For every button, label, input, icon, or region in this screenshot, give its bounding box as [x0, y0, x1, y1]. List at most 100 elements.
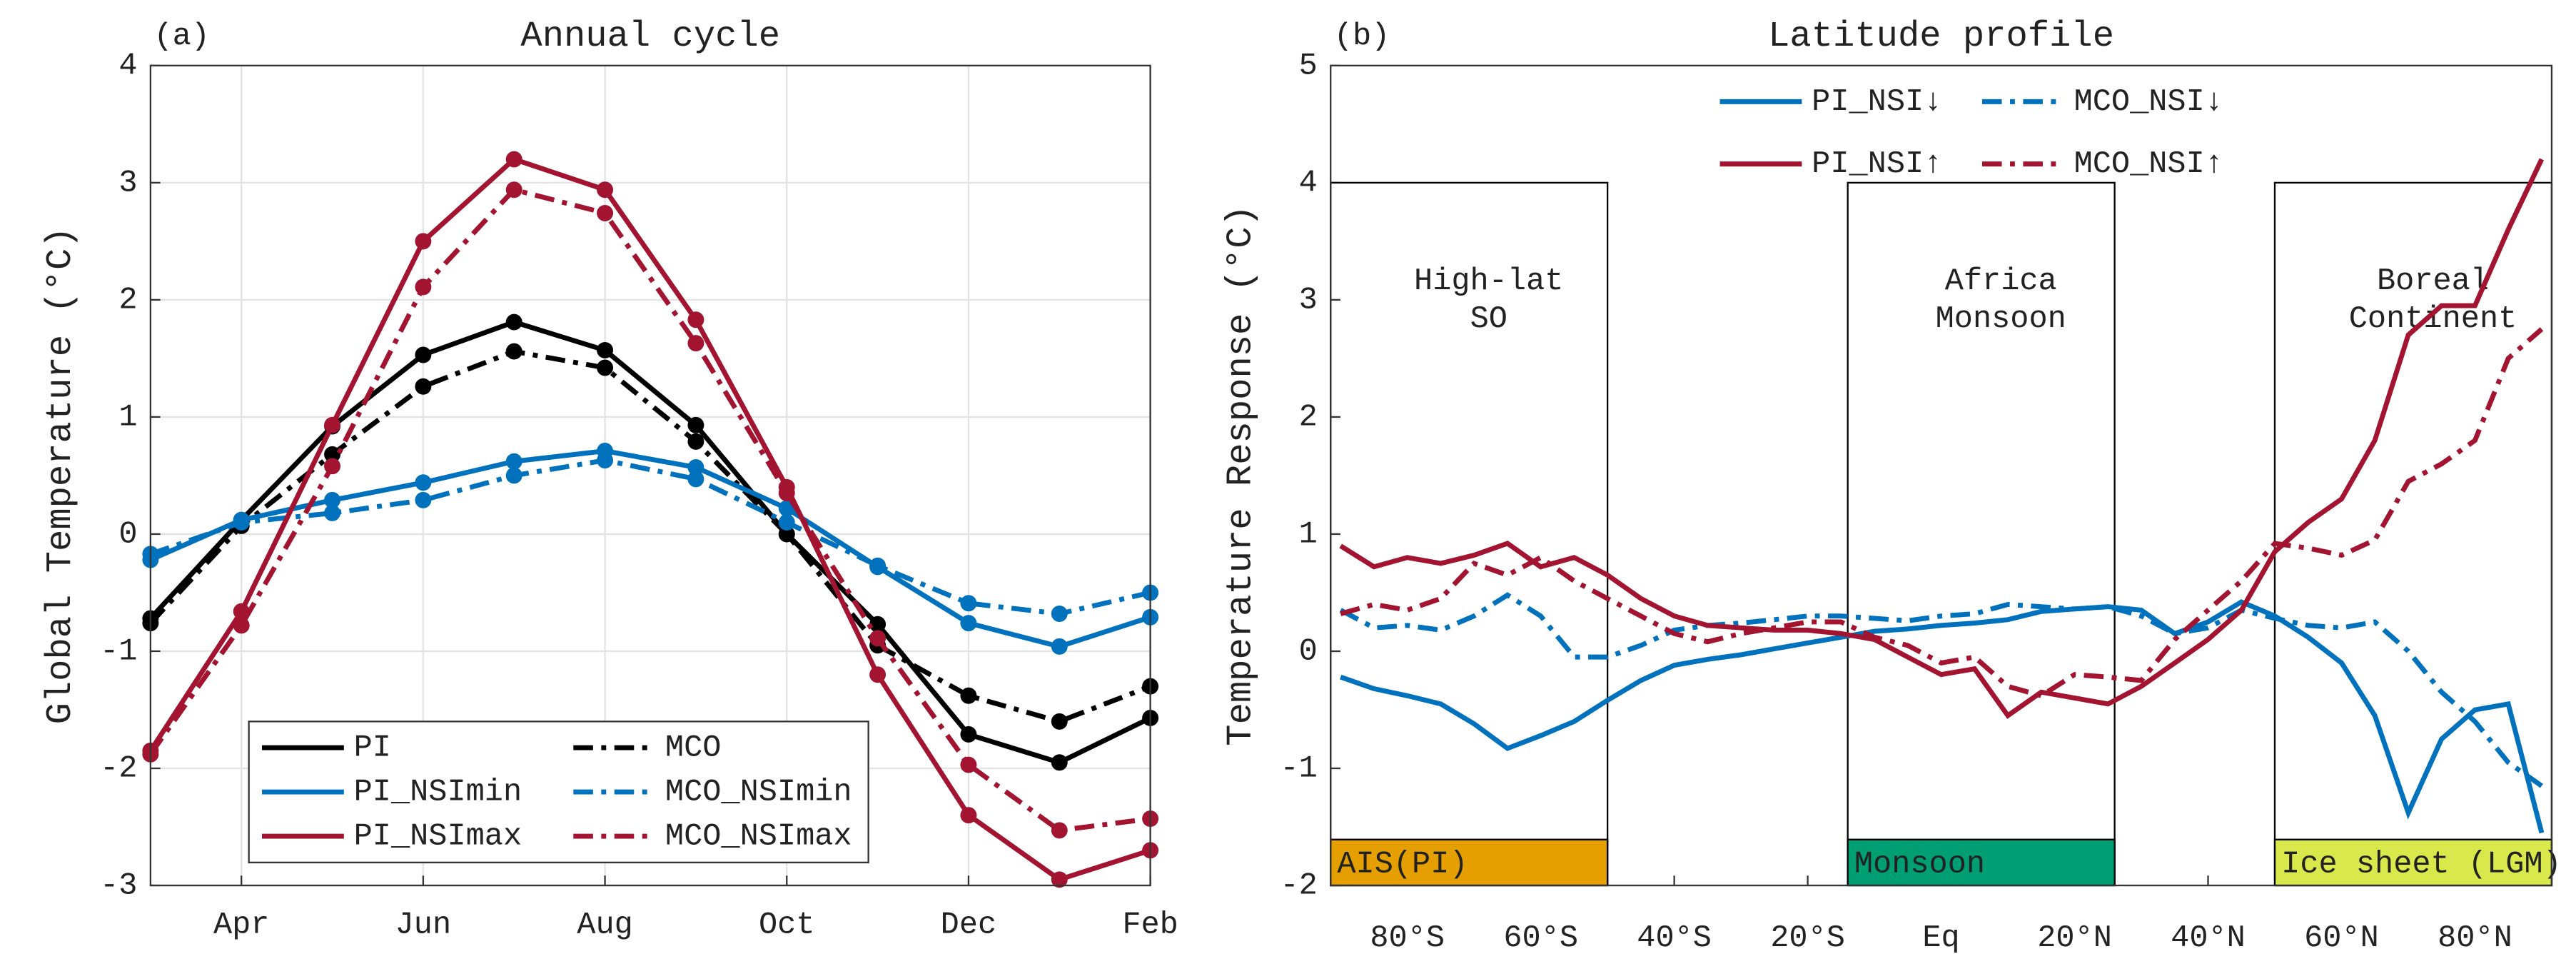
- y-tick-label: 2: [118, 283, 137, 318]
- point: [324, 446, 341, 463]
- point: [597, 359, 614, 376]
- y-tick-label: 0: [118, 517, 137, 552]
- legend-label: PI_NSI↑: [1812, 147, 1942, 182]
- point: [687, 335, 704, 352]
- y-tick-label: 5: [1299, 49, 1318, 84]
- point: [778, 526, 795, 543]
- x-tick-label: Dec: [941, 908, 997, 943]
- y-tick-label: 3: [1299, 283, 1318, 318]
- series-line: [149, 448, 1151, 650]
- point: [687, 416, 704, 433]
- series-line: [1340, 327, 2544, 699]
- point: [597, 341, 614, 358]
- point: [324, 458, 341, 475]
- point: [505, 343, 522, 360]
- point: [233, 617, 250, 634]
- region-tag-label: Monsoon: [1854, 848, 1985, 883]
- y-tick-label: -2: [100, 751, 137, 786]
- point: [1051, 754, 1068, 771]
- y-axis-label: Global Temperature (°C): [41, 226, 81, 724]
- legend-label: PI_NSImin: [354, 775, 522, 810]
- region-label: High-lat: [1414, 264, 1563, 299]
- point: [778, 514, 795, 531]
- point: [869, 616, 887, 633]
- y-axis-label: Temperature Response (°C): [1221, 205, 1261, 746]
- x-tick-label: 60°S: [1503, 921, 1578, 956]
- panel-label: (b): [1334, 19, 1390, 54]
- point: [415, 346, 432, 363]
- region-label: SO: [1470, 302, 1507, 337]
- legend-label: PI: [354, 731, 391, 766]
- x-tick-label: 60°N: [2304, 921, 2379, 956]
- legend-label: MCO: [665, 731, 722, 766]
- region-tag-label: Ice sheet (LGM): [2281, 848, 2562, 883]
- y-tick-label: 4: [118, 49, 137, 84]
- region-label: Boreal: [2377, 264, 2489, 299]
- chart-title: Annual cycle: [520, 16, 780, 57]
- legend-label: MCO_NSImax: [665, 820, 852, 855]
- series-line: [148, 186, 1151, 833]
- series-line: [1339, 592, 2543, 788]
- point: [869, 630, 887, 647]
- plot-frame: [1330, 64, 2553, 887]
- point: [597, 205, 614, 221]
- point: [505, 467, 522, 484]
- legend-label: MCO_NSI↑: [2074, 147, 2223, 182]
- point: [233, 514, 250, 531]
- series-line: [148, 319, 1152, 765]
- point: [1051, 713, 1068, 730]
- point: [960, 726, 977, 743]
- point: [324, 504, 341, 521]
- point: [960, 756, 977, 773]
- point: [687, 433, 704, 450]
- y-tick-label: 1: [1299, 517, 1318, 552]
- x-tick-label: 20°S: [1770, 921, 1845, 956]
- y-tick-label: -1: [100, 634, 137, 669]
- chart-title: Latitude profile: [1768, 16, 2114, 57]
- x-tick-label: 20°N: [2037, 921, 2112, 956]
- point: [1051, 638, 1068, 655]
- legend-label: PI_NSImax: [354, 820, 522, 855]
- region-tag: [2273, 838, 2553, 887]
- legend-label: MCO_NSImin: [665, 775, 852, 810]
- x-tick-label: 80°N: [2438, 921, 2512, 956]
- region-tag-label: AIS(PI): [1337, 848, 1468, 883]
- region-label: Africa: [1945, 264, 2057, 299]
- x-tick-label: Eq: [1922, 921, 1959, 956]
- y-tick-label: -3: [100, 869, 137, 904]
- y-tick-label: -1: [1280, 751, 1317, 786]
- point: [778, 500, 795, 517]
- series-line: [149, 458, 1151, 616]
- x-tick-label: Apr: [213, 908, 270, 943]
- x-tick-label: 80°S: [1370, 921, 1445, 956]
- point: [778, 485, 795, 502]
- x-tick-label: Oct: [759, 908, 815, 943]
- point: [960, 687, 977, 704]
- point: [415, 278, 432, 296]
- region-tag: [1847, 838, 2116, 887]
- point: [324, 491, 341, 508]
- y-tick-label: 4: [1299, 166, 1318, 201]
- y-tick-label: 3: [118, 166, 137, 201]
- y-tick-label: 2: [1299, 400, 1318, 435]
- x-tick-label: Feb: [1122, 908, 1178, 943]
- point: [597, 452, 614, 469]
- legend-label: PI_NSI↓: [1812, 85, 1942, 120]
- panel-label: (a): [153, 19, 210, 54]
- point: [1051, 605, 1068, 622]
- point: [687, 471, 704, 488]
- point: [1051, 822, 1068, 839]
- point: [869, 557, 887, 574]
- x-tick-label: Jun: [395, 908, 452, 943]
- point: [960, 595, 977, 612]
- point: [415, 378, 432, 395]
- region-label: Monsoon: [1936, 302, 2066, 337]
- point: [505, 181, 522, 199]
- point: [687, 311, 704, 328]
- point: [324, 416, 341, 433]
- point: [415, 474, 432, 491]
- point: [597, 181, 614, 199]
- plot-frame: [149, 64, 1151, 887]
- series-line: [148, 156, 1151, 883]
